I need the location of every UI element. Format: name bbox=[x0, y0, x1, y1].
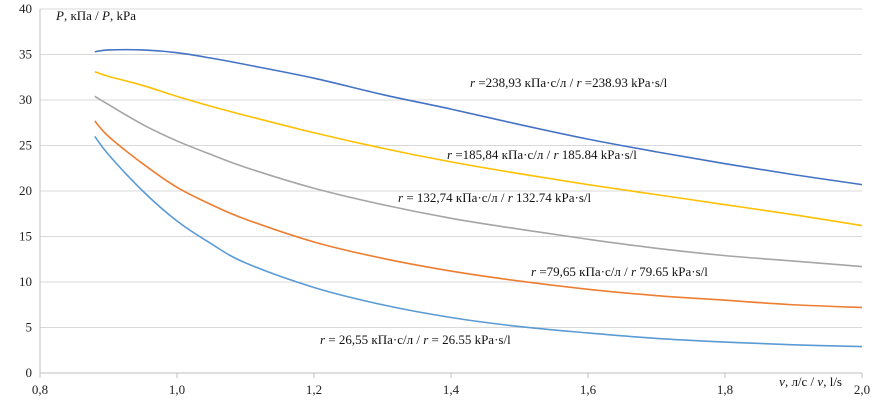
labels: P, кПа / P, kPa v, л/с / v, l/s r =238,93 … bbox=[55, 8, 842, 389]
y-tick-label: 10 bbox=[19, 274, 32, 289]
series-line-4 bbox=[94, 120, 863, 309]
x-axis-title: v, л/с / v, l/s bbox=[779, 374, 842, 389]
y-tick-label: 20 bbox=[19, 183, 32, 198]
series-label-3: r = 132,74 кПа·с/л / r 132.74 kPa·s/l bbox=[398, 190, 592, 205]
series-line-1 bbox=[94, 48, 863, 186]
y-tick-label: 5 bbox=[26, 320, 33, 335]
y-axis-title: P, кПа / P, kPa bbox=[55, 8, 136, 23]
series-line-5 bbox=[94, 135, 863, 348]
x-tick-label: 1,2 bbox=[306, 382, 322, 397]
y-tick-label: 15 bbox=[19, 229, 32, 244]
x-tick-label: 1,0 bbox=[169, 382, 185, 397]
y-tick-label: 40 bbox=[19, 1, 32, 16]
series-label-4: r =79,65 кПа·с/л / r 79.65 kPa·s/l bbox=[531, 264, 708, 279]
series-label-1: r =238,93 кПа·с/л / r =238.93 kPa·s/l bbox=[470, 75, 668, 90]
x-tick-label: 1,4 bbox=[443, 382, 460, 397]
y-tick-label: 35 bbox=[19, 47, 32, 62]
x-tick-label: 1,6 bbox=[580, 382, 597, 397]
x-tick-label: 1,8 bbox=[717, 382, 733, 397]
y-tick-label: 25 bbox=[19, 138, 32, 153]
series-line-2 bbox=[94, 71, 863, 227]
y-tick-label: 30 bbox=[19, 92, 32, 107]
series-lines bbox=[94, 48, 863, 348]
series-line-3 bbox=[94, 95, 863, 268]
x-tick-label: 0,8 bbox=[32, 382, 48, 397]
series-label-2: r =185,84 кПа·с/л / r 185.84 kPa·s/l bbox=[447, 147, 637, 162]
x-tick-label: 2,0 bbox=[854, 382, 870, 397]
y-tick-label: 0 bbox=[26, 365, 33, 380]
gridlines bbox=[40, 8, 862, 328]
series-label-5: r = 26,55 кПа·с/л / r = 26.55 kPa·s/l bbox=[320, 332, 511, 347]
axes: 0 5 10 15 20 25 30 35 40 0,8 1,0 1,2 1,4 1,6 1,8 2,0 bbox=[19, 1, 870, 397]
